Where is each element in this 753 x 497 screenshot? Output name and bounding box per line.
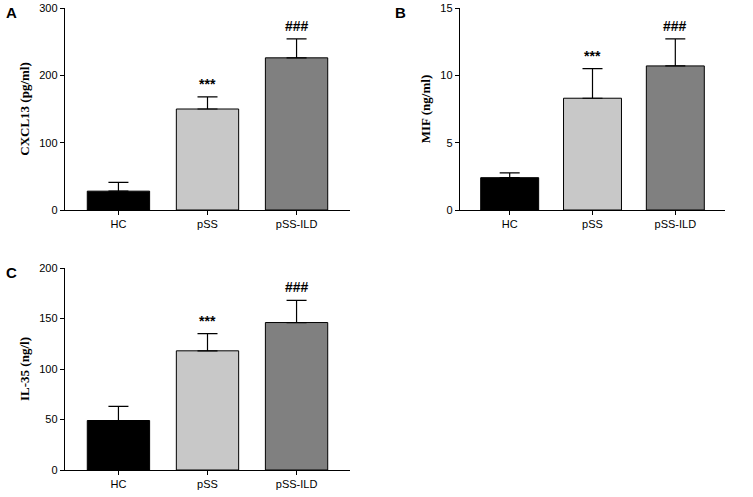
svg-text:pSS-ILD: pSS-ILD (276, 478, 318, 490)
svg-text:MIF (ng/ml): MIF (ng/ml) (418, 75, 433, 143)
svg-text:100: 100 (39, 363, 57, 375)
svg-text:***: *** (199, 313, 216, 329)
svg-text:C: C (6, 264, 17, 281)
svg-text:***: *** (584, 48, 601, 64)
svg-text:CXCL13 (pg/ml): CXCL13 (pg/ml) (17, 62, 32, 156)
svg-text:0: 0 (51, 204, 57, 216)
svg-text:pSS: pSS (582, 218, 603, 230)
svg-text:pSS-ILD: pSS-ILD (655, 218, 697, 230)
svg-text:200: 200 (39, 69, 57, 81)
svg-text:***: *** (199, 76, 216, 92)
svg-text:pSS-ILD: pSS-ILD (276, 218, 318, 230)
svg-text:5: 5 (446, 137, 452, 149)
svg-text:10: 10 (440, 69, 452, 81)
svg-text:###: ### (663, 18, 687, 34)
svg-text:IL-35 (ng/l): IL-35 (ng/l) (17, 337, 32, 401)
svg-text:0: 0 (51, 464, 57, 476)
svg-text:150: 150 (39, 312, 57, 324)
svg-text:200: 200 (39, 262, 57, 274)
svg-text:50: 50 (45, 413, 57, 425)
svg-text:HC: HC (502, 218, 518, 230)
svg-text:15: 15 (440, 2, 452, 14)
svg-text:B: B (395, 4, 406, 21)
svg-text:HC: HC (110, 218, 126, 230)
svg-text:HC: HC (110, 478, 126, 490)
svg-text:A: A (6, 4, 17, 21)
svg-text:pSS: pSS (197, 478, 218, 490)
svg-text:0: 0 (446, 204, 452, 216)
svg-text:100: 100 (39, 137, 57, 149)
svg-text:###: ### (285, 18, 309, 34)
svg-text:300: 300 (39, 2, 57, 14)
svg-text:pSS: pSS (197, 218, 218, 230)
svg-text:###: ### (285, 279, 309, 295)
